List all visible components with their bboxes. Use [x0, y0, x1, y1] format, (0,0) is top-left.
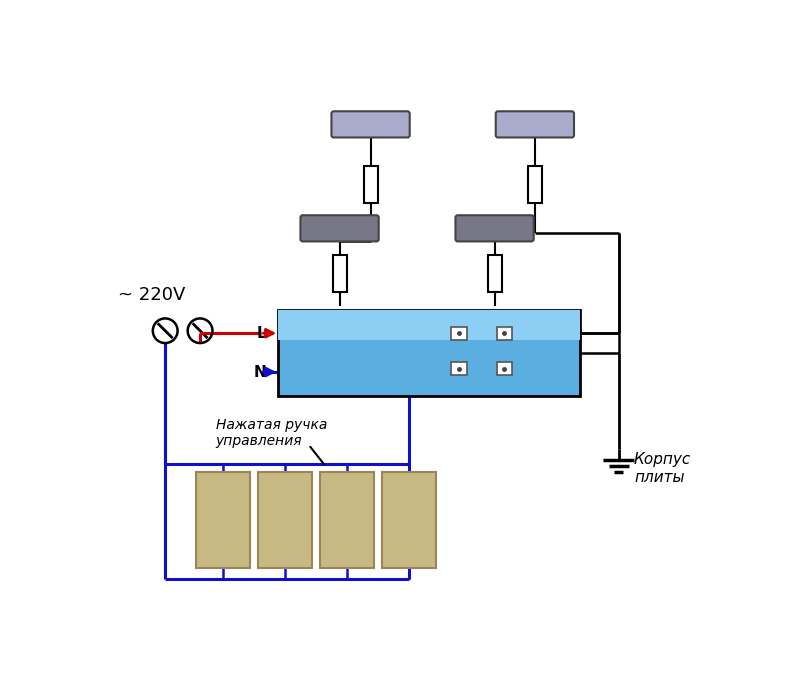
Bar	[383, 472, 437, 568]
FancyBboxPatch shape	[455, 215, 533, 242]
Text: Нажатая ручка
управления: Нажатая ручка управления	[215, 417, 327, 448]
Bar	[451, 326, 466, 339]
Bar	[496, 326, 512, 339]
Text: Корпус
плиты: Корпус плиты	[634, 453, 692, 485]
Text: N: N	[254, 364, 267, 380]
Bar	[258, 472, 312, 568]
FancyBboxPatch shape	[300, 215, 378, 242]
Bar	[196, 472, 250, 568]
Bar	[320, 472, 374, 568]
Bar	[332, 255, 346, 292]
Bar	[528, 166, 541, 204]
Bar	[278, 310, 579, 340]
Bar	[451, 362, 466, 375]
FancyBboxPatch shape	[332, 111, 410, 137]
FancyBboxPatch shape	[495, 111, 574, 137]
Bar	[496, 362, 512, 375]
Bar	[364, 166, 378, 204]
Text: ~ 220V: ~ 220V	[118, 286, 186, 304]
Bar	[487, 255, 501, 292]
Bar	[278, 310, 579, 396]
Text: L: L	[257, 326, 267, 341]
